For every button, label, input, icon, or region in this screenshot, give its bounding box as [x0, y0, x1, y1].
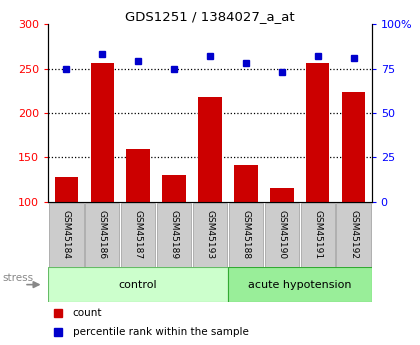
Text: GSM45184: GSM45184 — [62, 210, 71, 259]
Bar — [234, 165, 257, 202]
Text: GSM45193: GSM45193 — [205, 210, 215, 259]
Bar — [228, 203, 263, 267]
Text: stress: stress — [3, 273, 34, 283]
Bar — [55, 177, 78, 202]
Bar — [270, 188, 294, 202]
Bar — [85, 203, 119, 267]
Text: acute hypotension: acute hypotension — [248, 280, 352, 289]
Bar — [91, 63, 114, 202]
Text: GSM45191: GSM45191 — [313, 210, 322, 259]
Bar — [342, 92, 365, 202]
Text: GSM45187: GSM45187 — [134, 210, 143, 259]
Bar — [126, 149, 150, 202]
Bar — [163, 175, 186, 202]
Text: GSM45190: GSM45190 — [277, 210, 286, 259]
Text: control: control — [119, 280, 158, 289]
Bar — [121, 203, 155, 267]
Text: count: count — [73, 308, 102, 318]
Bar — [49, 203, 84, 267]
Bar — [336, 203, 371, 267]
Bar — [48, 267, 228, 302]
Text: GSM45188: GSM45188 — [241, 210, 250, 259]
Text: GSM45186: GSM45186 — [98, 210, 107, 259]
Text: GSM45189: GSM45189 — [170, 210, 178, 259]
Text: percentile rank within the sample: percentile rank within the sample — [73, 327, 249, 337]
Title: GDS1251 / 1384027_a_at: GDS1251 / 1384027_a_at — [125, 10, 295, 23]
Bar — [198, 97, 222, 202]
Bar — [157, 203, 192, 267]
Text: GSM45192: GSM45192 — [349, 210, 358, 259]
Bar — [306, 63, 329, 202]
Bar — [228, 267, 372, 302]
Bar — [193, 203, 227, 267]
Bar — [265, 203, 299, 267]
Bar — [301, 203, 335, 267]
